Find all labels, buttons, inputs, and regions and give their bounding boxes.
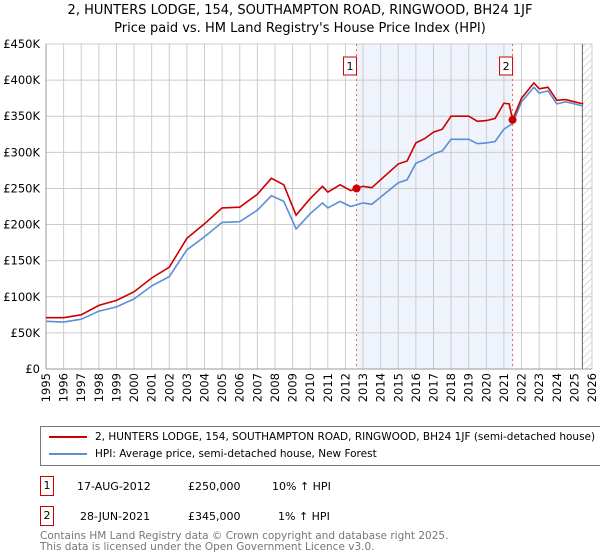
legend-swatch-red [49, 436, 87, 438]
sale-hpi: 1% ↑ HPI [278, 509, 330, 523]
x-tick-label: 2020 [479, 373, 493, 402]
y-tick-label: £250K [3, 181, 40, 195]
y-tick-label: £0 [25, 362, 40, 376]
x-tick-label: 2024 [550, 373, 564, 402]
property-price-line [46, 81, 584, 319]
x-tick-label: 2000 [127, 373, 141, 402]
sale-annotation-box [343, 56, 358, 76]
x-tick-label: 2014 [374, 373, 388, 402]
legend: 2, HUNTERS LODGE, 154, SOUTHAMPTON ROAD,… [40, 426, 600, 466]
sale-price: £345,000 [188, 509, 241, 523]
y-tick-label: £150K [3, 254, 40, 268]
footer: Contains HM Land Registry data © Crown c… [40, 531, 448, 553]
legend-swatch-blue [49, 453, 87, 455]
x-tick-label: 2019 [462, 373, 476, 402]
x-tick-label: 2008 [268, 373, 282, 402]
x-tick-label: 2013 [356, 373, 370, 402]
sale-annotation-box [499, 56, 514, 76]
sale-price: £250,000 [188, 479, 241, 493]
legend-item-hpi: HPI: Average price, semi-detached house,… [49, 448, 377, 460]
y-tick-label: £300K [3, 145, 40, 159]
x-tick-label: 2009 [286, 373, 300, 402]
legend-item-property: 2, HUNTERS LODGE, 154, SOUTHAMPTON ROAD,… [49, 431, 595, 443]
sale-badge: 2 [40, 506, 54, 526]
chart-title: 2, HUNTERS LODGE, 154, SOUTHAMPTON ROAD,… [67, 3, 533, 18]
y-tick-label: £200K [3, 218, 40, 232]
chart-subtitle: Price paid vs. HM Land Registry's House … [114, 21, 486, 36]
x-tick-label: 2025 [567, 373, 581, 402]
x-tick-label: 2018 [444, 373, 458, 402]
x-tick-label: 2001 [145, 373, 159, 402]
y-tick-label: £50K [11, 326, 41, 340]
x-tick-label: 2023 [532, 373, 546, 402]
x-tick-label: 2007 [250, 373, 264, 402]
x-tick-label: 2021 [497, 373, 511, 402]
x-tick-label: 2015 [391, 373, 405, 402]
y-tick-label: £350K [3, 109, 40, 123]
sale-annotation-label: 1 [347, 60, 354, 73]
sale-row: 1 17-AUG-2012 £250,000 10% ↑ HPI [40, 476, 331, 496]
legend-label: HPI: Average price, semi-detached house,… [95, 448, 377, 460]
x-tick-label: 2004 [198, 373, 212, 402]
sale-badge: 1 [40, 476, 54, 496]
x-tick-label: 2012 [338, 373, 352, 402]
x-tick-label: 2017 [426, 373, 440, 402]
x-tick-label: 1996 [57, 373, 71, 402]
footer-licence: This data is licensed under the Open Gov… [40, 541, 375, 553]
sale-point [352, 184, 361, 193]
x-tick-label: 1999 [109, 373, 123, 402]
y-tick-label: £100K [3, 290, 40, 304]
sale-hpi: 10% ↑ HPI [272, 479, 331, 493]
x-tick-label: 2006 [233, 373, 247, 402]
forecast-hatch [582, 44, 592, 369]
sale-point [508, 115, 517, 124]
legend-label: 2, HUNTERS LODGE, 154, SOUTHAMPTON ROAD,… [95, 431, 596, 443]
x-tick-label: 2010 [303, 373, 317, 402]
x-tick-label: 2005 [215, 373, 229, 402]
sale-annotation-label: 2 [503, 60, 510, 73]
x-tick-label: 1997 [74, 373, 88, 402]
x-tick-label: 2026 [585, 373, 599, 402]
y-tick-label: £450K [3, 37, 40, 51]
x-tick-label: 2011 [321, 373, 335, 402]
y-tick-label: £400K [3, 73, 40, 87]
hpi-line [45, 86, 584, 323]
footer-copyright: Contains HM Land Registry data © Crown c… [40, 530, 449, 542]
sale-date: 28-JUN-2021 [80, 509, 151, 523]
sale-date: 17-AUG-2012 [77, 479, 151, 493]
x-tick-label: 2016 [409, 373, 423, 402]
price-chart: 1995 1996 1997 1998 1999 2000 2001 2002 2003 2004… [3, 37, 599, 402]
sale-row: 2 28-JUN-2021 £345,000 1% ↑ HPI [40, 506, 330, 526]
x-tick-label: 1995 [39, 373, 53, 402]
x-tick-label: 1998 [92, 373, 106, 402]
x-tick-label: 2003 [180, 373, 194, 402]
sale-period-shading [356, 44, 513, 369]
x-tick-label: 2022 [515, 373, 529, 402]
x-tick-label: 2002 [162, 373, 176, 402]
